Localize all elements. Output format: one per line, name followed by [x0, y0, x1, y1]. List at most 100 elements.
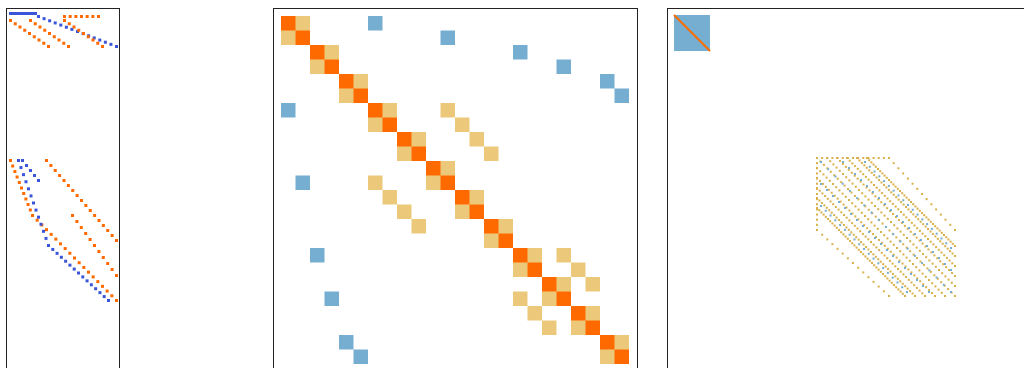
- envelope-dot: [857, 157, 860, 159]
- band-dot: [847, 188, 850, 191]
- band-dot: [918, 289, 921, 292]
- matrix-cell-light: [440, 161, 455, 176]
- band-dot: [822, 163, 825, 166]
- band-dot: [887, 268, 890, 271]
- band-dot: [944, 295, 946, 297]
- band-dot: [832, 203, 835, 206]
- band-dot: [883, 194, 886, 197]
- blue-dot: [820, 161, 822, 163]
- band-dot: [940, 291, 943, 294]
- blue-dot: [886, 271, 889, 274]
- blue-dot: [950, 291, 952, 293]
- band-dot: [838, 159, 841, 162]
- band-dot: [820, 211, 823, 214]
- band-dot: [931, 282, 934, 285]
- lower-blue-dot: [68, 263, 72, 267]
- blue-dot: [868, 165, 871, 168]
- band-dot: [854, 205, 857, 208]
- band-dot: [834, 205, 837, 208]
- envelope-dot: [872, 280, 875, 283]
- band-dot: [951, 252, 954, 255]
- band-dot: [951, 242, 954, 245]
- band-dot: [864, 235, 867, 238]
- band-dot: [948, 259, 951, 262]
- band-dot: [838, 229, 840, 231]
- band-dot: [949, 240, 952, 243]
- blue-dot: [877, 262, 880, 265]
- band-dot: [859, 170, 862, 173]
- band-dot: [931, 292, 934, 295]
- lower-blue-dot: [19, 166, 23, 170]
- lower-blue-dot: [102, 295, 106, 299]
- band-dot: [874, 165, 877, 168]
- envelope-dot: [816, 218, 818, 221]
- blue-dot: [856, 197, 859, 200]
- band-dot: [908, 259, 911, 262]
- band-dot: [934, 295, 936, 297]
- blue-dot: [841, 182, 844, 185]
- band-dot: [927, 228, 930, 231]
- sparsity-pattern-right-plot: [673, 14, 956, 297]
- envelope-dot: [877, 285, 880, 288]
- band-dot: [881, 222, 884, 225]
- band-dot: [915, 286, 918, 289]
- band-dot: [897, 268, 899, 270]
- matrix-cell-light: [440, 103, 455, 118]
- band-dot: [863, 164, 866, 167]
- band-dot: [850, 171, 853, 174]
- matrix-cell-light: [411, 132, 426, 147]
- matrix-cell-dark: [585, 320, 600, 335]
- blue-dot: [910, 273, 912, 275]
- band-dot: [867, 198, 870, 201]
- band-dot: [833, 214, 836, 217]
- band-dot: [833, 224, 836, 227]
- band-dot: [872, 253, 875, 256]
- band-dot: [860, 221, 863, 224]
- matrix-cell-dark: [556, 291, 571, 306]
- blue-dot: [844, 207, 846, 209]
- lower-orange-dot: [73, 256, 76, 260]
- band-dot: [901, 262, 904, 265]
- blue-dot: [901, 286, 904, 289]
- blue-dot: [863, 204, 866, 207]
- band-dot: [883, 174, 886, 177]
- band-dot: [919, 280, 922, 283]
- band-dot: [877, 258, 880, 261]
- band-dot: [942, 263, 945, 266]
- top-orange-dot: [28, 32, 31, 35]
- band-dot: [878, 249, 881, 252]
- lower-orange-dot: [9, 159, 12, 162]
- band-dot: [865, 186, 868, 189]
- lower-orange-dot: [63, 247, 67, 251]
- lower-blue-dot: [24, 180, 28, 184]
- band-dot: [832, 163, 835, 166]
- band-dot: [944, 275, 947, 278]
- band-dot: [906, 287, 909, 290]
- band-dot: [895, 196, 898, 199]
- band-dot: [851, 242, 854, 245]
- band-dot: [947, 288, 950, 291]
- lower-orange-dot: [58, 174, 62, 177]
- blue-dot: [932, 251, 934, 253]
- band-dot: [883, 254, 886, 257]
- band-dot: [946, 247, 949, 250]
- band-dot: [850, 191, 853, 194]
- band-dot: [909, 290, 912, 293]
- envelope-dot: [872, 157, 875, 159]
- sparsity-pattern-right-panel: [667, 8, 1024, 368]
- band-dot: [856, 227, 859, 230]
- band-dot: [882, 263, 885, 266]
- envelope-dot: [821, 233, 824, 236]
- band-dot: [872, 233, 875, 236]
- matrix-cell-light: [585, 306, 600, 321]
- band-dot: [898, 259, 901, 262]
- band-dot: [934, 235, 937, 238]
- band-dot: [871, 262, 873, 264]
- band-dot: [846, 237, 849, 240]
- matrix-cell-blue: [556, 59, 571, 74]
- band-dot: [847, 228, 850, 231]
- matrix-cell-light: [571, 320, 586, 335]
- band-dot: [909, 240, 912, 243]
- matrix-cell-light: [556, 277, 571, 292]
- envelope-dot: [816, 162, 818, 165]
